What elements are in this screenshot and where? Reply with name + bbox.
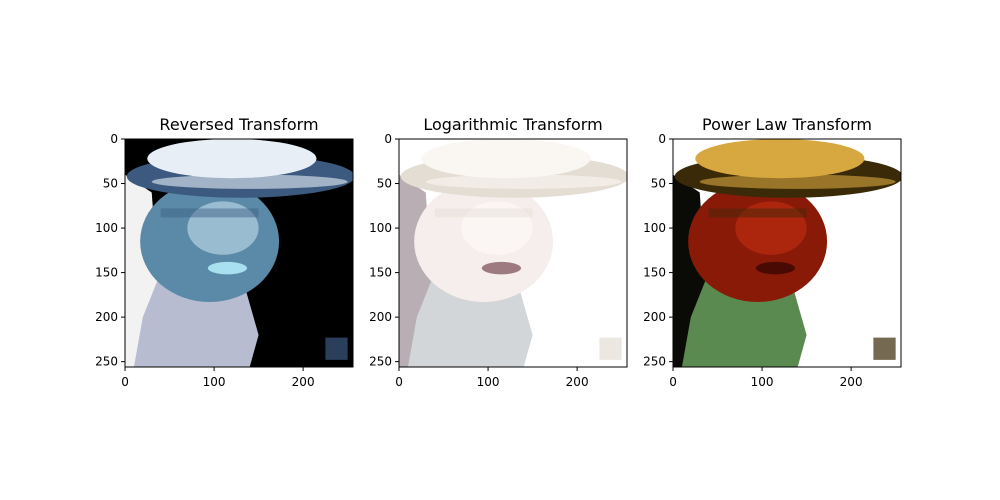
y-tick-label: 50 <box>103 177 118 191</box>
axes-frame <box>124 138 354 368</box>
y-tick-label: 250 <box>369 355 392 369</box>
y-tick-label: 50 <box>651 177 666 191</box>
panel-2-image <box>399 139 627 367</box>
eye-shadow <box>434 208 533 218</box>
corner-logo <box>325 337 348 360</box>
face-highlight <box>461 201 533 255</box>
x-tick-label: 0 <box>669 375 677 389</box>
y-tick-label: 100 <box>369 221 392 235</box>
panel-title: Power Law Transform <box>702 115 872 134</box>
y-tick-label: 150 <box>369 266 392 280</box>
y-tick-label: 200 <box>95 310 118 324</box>
eye-shadow <box>160 208 259 218</box>
face-highlight <box>187 201 259 255</box>
hat-band <box>151 174 348 189</box>
x-tick-label: 100 <box>477 375 500 389</box>
y-tick-label: 250 <box>643 355 666 369</box>
lips <box>481 261 522 275</box>
hat-crown <box>695 139 865 179</box>
hat-band <box>699 174 896 189</box>
panel-title: Logarithmic Transform <box>423 115 602 134</box>
y-tick-label: 150 <box>95 266 118 280</box>
y-tick-label: 0 <box>658 132 666 146</box>
x-tick-label: 100 <box>751 375 774 389</box>
hat-band <box>425 174 622 189</box>
y-tick-label: 0 <box>384 132 392 146</box>
y-tick-label: 50 <box>377 177 392 191</box>
y-tick-label: 0 <box>110 132 118 146</box>
panel-2: Logarithmic Transform 0 100 200 0 50 100 150 200… <box>369 115 628 389</box>
x-tick-label: 0 <box>395 375 403 389</box>
panel-title: Reversed Transform <box>159 115 318 134</box>
panel-3: Power Law Transform 0 100 200 0 50 100 150 200 25… <box>643 115 902 389</box>
y-tick-label: 250 <box>95 355 118 369</box>
x-tick-label: 200 <box>292 375 315 389</box>
y-tick-label: 150 <box>643 266 666 280</box>
corner-logo <box>599 337 622 360</box>
x-tick-label: 200 <box>566 375 589 389</box>
hat-crown <box>147 139 317 179</box>
axes-frame <box>398 138 628 368</box>
y-tick-label: 100 <box>643 221 666 235</box>
lips <box>207 261 248 275</box>
axes-frame <box>672 138 902 368</box>
panel-3-image <box>673 139 901 367</box>
hat-crown <box>421 139 591 179</box>
y-tick-label: 200 <box>369 310 392 324</box>
panel-1: Reversed Transform 0 100 200 0 50 100 150 200 250 <box>95 115 354 389</box>
y-tick-label: 100 <box>95 221 118 235</box>
face-highlight <box>735 201 807 255</box>
y-tick-label: 200 <box>643 310 666 324</box>
corner-logo <box>873 337 896 360</box>
lips <box>755 261 796 275</box>
eye-shadow <box>708 208 807 218</box>
x-tick-label: 100 <box>203 375 226 389</box>
x-tick-label: 0 <box>121 375 129 389</box>
x-tick-label: 200 <box>840 375 863 389</box>
panel-1-image <box>125 139 353 367</box>
